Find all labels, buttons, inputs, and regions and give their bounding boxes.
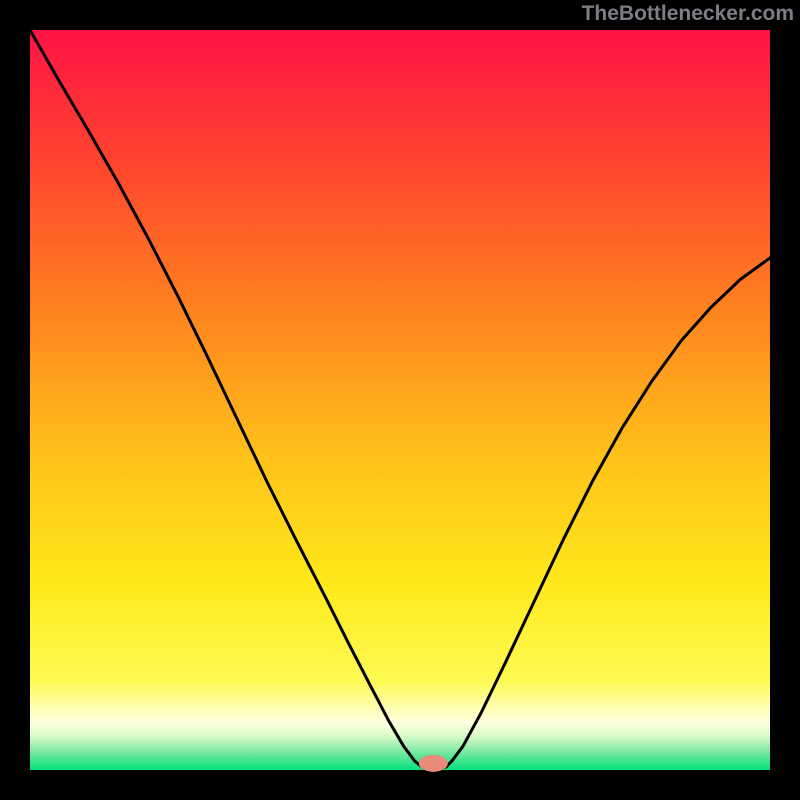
watermark-text: TheBottlenecker.com [582, 2, 794, 26]
optimal-marker [419, 755, 447, 771]
chart-svg [0, 0, 800, 800]
plot-area [30, 30, 770, 770]
bottleneck-chart: TheBottlenecker.com [0, 0, 800, 800]
